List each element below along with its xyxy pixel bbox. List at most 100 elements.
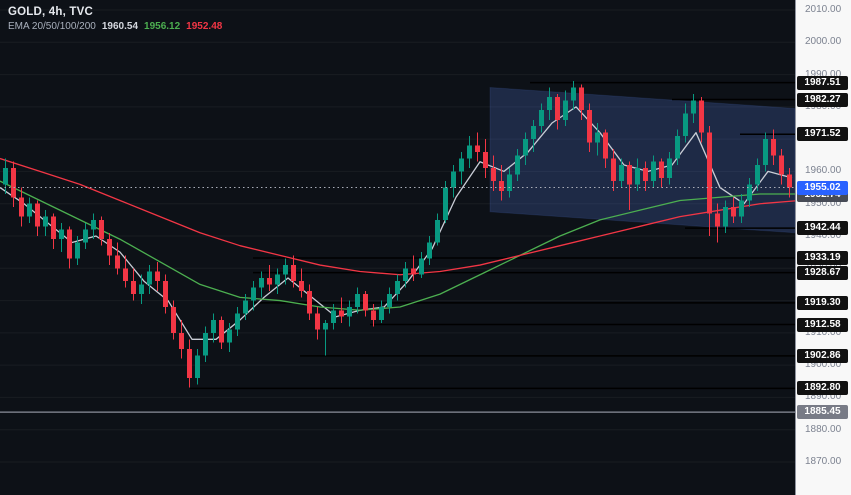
candle-body xyxy=(611,158,616,182)
symbol-title[interactable]: GOLD, 4h, TVC xyxy=(8,6,94,18)
candle xyxy=(267,265,272,291)
candle xyxy=(131,268,136,301)
candle-body xyxy=(307,290,312,314)
candle-body xyxy=(443,187,448,220)
candle-body xyxy=(523,139,528,156)
candle-body xyxy=(507,174,512,191)
candle-body xyxy=(83,229,88,243)
candle-body xyxy=(571,87,576,101)
candle xyxy=(459,152,464,185)
candle-body xyxy=(587,110,592,143)
candle-body xyxy=(739,200,744,217)
candle xyxy=(411,255,416,282)
candle-body xyxy=(267,277,272,285)
candle xyxy=(475,132,480,162)
price-axis[interactable]: 2010.002000.001990.001980.001970.001960.… xyxy=(795,0,851,495)
candle-body xyxy=(395,281,400,295)
candle-body xyxy=(627,164,632,185)
candle xyxy=(603,129,608,169)
candle xyxy=(379,300,384,324)
price-level-badge: 1982.27 xyxy=(797,92,848,107)
candlestick-series xyxy=(3,81,792,388)
candle xyxy=(571,81,576,111)
candle-body xyxy=(155,271,160,282)
candle-body xyxy=(43,216,48,227)
candle xyxy=(283,258,288,285)
candle-body xyxy=(723,206,728,227)
price-channel[interactable] xyxy=(489,86,795,234)
price-level-badge: 1928.67 xyxy=(797,265,848,280)
candle xyxy=(691,93,696,123)
candle xyxy=(11,161,16,207)
candle xyxy=(363,290,368,317)
candle xyxy=(155,261,160,291)
candle-body xyxy=(491,168,496,182)
candle-body xyxy=(259,277,264,288)
candle xyxy=(595,123,600,156)
candle xyxy=(563,90,568,127)
candle-body xyxy=(339,310,344,317)
candle-body xyxy=(579,87,584,111)
candle-body xyxy=(179,332,184,349)
candle-body xyxy=(251,287,256,301)
candle xyxy=(355,287,360,314)
axis-tick-label: 1950.00 xyxy=(805,197,842,209)
price-level-badge: 1987.51 xyxy=(797,75,848,90)
ema-mid-line xyxy=(0,180,795,311)
candle xyxy=(627,161,632,211)
candle xyxy=(35,200,40,236)
candle xyxy=(755,158,760,191)
candle-body xyxy=(19,197,24,217)
current-price-badge: 1955.02 xyxy=(797,180,848,195)
candle-body xyxy=(323,323,328,330)
candle-body xyxy=(595,132,600,143)
candle xyxy=(3,158,8,195)
candle xyxy=(683,103,688,143)
candle xyxy=(707,126,712,236)
candle xyxy=(203,326,208,362)
candle-body xyxy=(643,168,648,182)
candle-body xyxy=(483,152,488,169)
candle-body xyxy=(451,171,456,188)
candle-body xyxy=(499,181,504,191)
candle-body xyxy=(347,307,352,317)
candle xyxy=(555,93,560,130)
candle xyxy=(251,281,256,311)
axis-tick-label: 1910.00 xyxy=(805,326,842,338)
candle xyxy=(635,158,640,191)
candle xyxy=(395,274,400,301)
candle xyxy=(403,261,408,288)
candle-body xyxy=(123,268,128,282)
candle xyxy=(211,313,216,343)
candle xyxy=(643,161,648,191)
candle xyxy=(675,129,680,165)
candle xyxy=(19,187,24,227)
candle-body xyxy=(235,313,240,330)
candle-body xyxy=(539,110,544,127)
indicator-value: 1956.12 xyxy=(144,21,181,32)
candle xyxy=(315,307,320,340)
candle xyxy=(219,316,224,349)
price-level-badge: 1919.30 xyxy=(797,295,848,310)
candle-body xyxy=(715,213,720,227)
candle xyxy=(59,223,64,253)
candle-body xyxy=(355,294,360,308)
candle xyxy=(523,132,528,165)
candle xyxy=(75,236,80,266)
axis-tick-label: 1890.00 xyxy=(805,391,842,403)
price-level-badge: 1971.52 xyxy=(797,127,848,142)
candle xyxy=(187,339,192,388)
candle xyxy=(515,148,520,182)
indicator-legend[interactable]: EMA 20/50/100/200 1960.54 1956.12 1952.48 xyxy=(8,21,222,32)
indicator-values: 1960.54 1956.12 1952.48 xyxy=(96,21,222,32)
candle xyxy=(347,300,352,327)
candle-body xyxy=(315,313,320,330)
chart-area[interactable]: GOLD, 4h, TVC EMA 20/50/100/200 1960.54 19… xyxy=(0,0,795,495)
candle xyxy=(443,181,448,224)
indicator-value: 1960.54 xyxy=(101,21,139,32)
candle-body xyxy=(699,100,704,133)
candle xyxy=(499,164,504,201)
candle xyxy=(27,197,32,224)
price-level-badge: 1902.86 xyxy=(797,348,848,363)
